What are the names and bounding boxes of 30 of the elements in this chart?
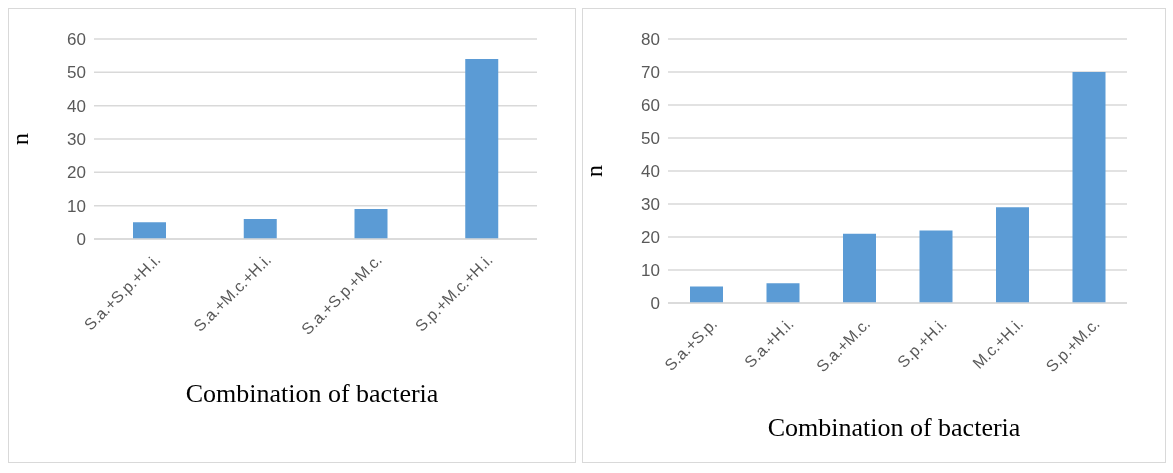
bar — [354, 209, 388, 239]
y-tick-label: 80 — [641, 30, 660, 50]
y-tick-label: 20 — [641, 228, 660, 248]
bar — [465, 59, 499, 239]
y-tick-label: 50 — [641, 129, 660, 149]
y-tick-label: 0 — [650, 294, 660, 314]
x-axis-title: Combination of bacteria — [184, 379, 440, 409]
y-tick-label: 30 — [641, 195, 660, 215]
y-tick-label: 30 — [67, 130, 86, 150]
bar — [243, 219, 277, 239]
x-axis-title: Combination of bacteria — [766, 413, 1022, 443]
bar — [133, 222, 166, 239]
y-tick-label: 40 — [641, 162, 660, 182]
bar — [690, 286, 723, 303]
y-tick-label: 60 — [641, 96, 660, 116]
bar — [919, 230, 953, 303]
y-axis-title: n — [6, 133, 33, 145]
y-tick-label: 10 — [67, 196, 86, 216]
y-tick-label: 50 — [67, 63, 86, 83]
y-tick-label: 10 — [641, 261, 660, 281]
bar — [1072, 72, 1106, 303]
bar — [843, 233, 876, 303]
y-tick-label: 60 — [67, 30, 86, 50]
bar — [766, 283, 800, 303]
y-axis-title: n — [580, 165, 607, 177]
y-tick-label: 0 — [76, 230, 86, 250]
y-tick-label: 40 — [67, 96, 86, 116]
y-tick-label: 70 — [641, 63, 660, 83]
y-tick-label: 20 — [67, 163, 86, 183]
bar — [996, 207, 1029, 303]
